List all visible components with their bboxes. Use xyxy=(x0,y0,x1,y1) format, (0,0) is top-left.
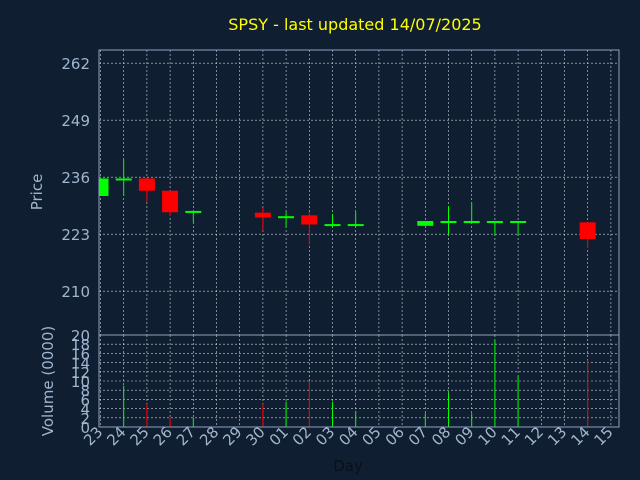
candle-body xyxy=(278,216,295,219)
candle-body xyxy=(463,221,480,223)
x-ticks: 2324252627282930010203040506070809101112… xyxy=(80,423,617,449)
candle-body xyxy=(301,215,318,225)
candle-07 xyxy=(417,221,434,226)
volume-tick-label: 20 xyxy=(71,327,90,345)
candle-body xyxy=(185,210,202,213)
candle-09 xyxy=(463,202,480,223)
volume-tick-label: 10 xyxy=(71,373,90,391)
candle-02 xyxy=(301,212,318,245)
candle-08 xyxy=(440,206,457,236)
candle-25 xyxy=(138,178,155,203)
candle-body xyxy=(254,212,271,218)
candles xyxy=(99,159,596,249)
price-tick-label: 210 xyxy=(61,283,90,301)
price-grid xyxy=(99,50,619,335)
candle-10 xyxy=(486,221,503,236)
candle-14 xyxy=(579,222,596,249)
volume-frame xyxy=(98,334,620,428)
price-panel: 210 223 236 249 262 Price xyxy=(28,49,620,336)
candle-11 xyxy=(510,221,527,236)
volume-tick-label: 18 xyxy=(71,336,90,354)
candle-body xyxy=(510,221,527,223)
volume-axis-label: Volume (0000) xyxy=(39,326,57,436)
price-tick-label: 262 xyxy=(61,55,90,73)
volume-tick-label: 6 xyxy=(80,391,90,409)
volume-tick-label: 4 xyxy=(80,401,90,419)
candle-01 xyxy=(278,212,295,228)
candle-body xyxy=(347,224,364,227)
candle-body xyxy=(99,178,109,197)
candle-body xyxy=(324,224,341,227)
candle-23 xyxy=(99,178,109,197)
price-tick-label: 249 xyxy=(61,112,90,130)
price-tick-label: 223 xyxy=(61,226,90,244)
candle-24 xyxy=(115,159,132,197)
candle-04 xyxy=(347,211,364,228)
candle-30 xyxy=(254,207,271,231)
price-axis-label: Price xyxy=(28,174,46,211)
volume-tick-label: 8 xyxy=(80,382,90,400)
volume-tick-label: 0 xyxy=(80,419,90,437)
candle-body xyxy=(486,221,503,223)
candle-body xyxy=(115,178,132,181)
chart-title: SPSY - last updated 14/07/2025 xyxy=(228,15,481,34)
candle-03 xyxy=(324,213,341,228)
candle-body xyxy=(417,221,434,226)
candle-body xyxy=(579,222,596,239)
candle-body xyxy=(138,178,155,191)
volume-tick-label: 16 xyxy=(71,345,90,363)
price-tick-label: 236 xyxy=(61,169,90,187)
candle-body xyxy=(162,190,179,213)
candle-27 xyxy=(185,210,202,223)
volume-bars xyxy=(123,339,589,427)
volume-tick-label: 14 xyxy=(71,355,90,373)
volume-tick-label: 12 xyxy=(71,364,90,382)
price-y-ticks: 210 223 236 249 262 xyxy=(61,55,90,301)
candle-body xyxy=(440,221,457,223)
x-axis-label: Day xyxy=(333,457,363,475)
volume-tick-label: 2 xyxy=(80,410,90,428)
candle-26 xyxy=(162,190,179,217)
